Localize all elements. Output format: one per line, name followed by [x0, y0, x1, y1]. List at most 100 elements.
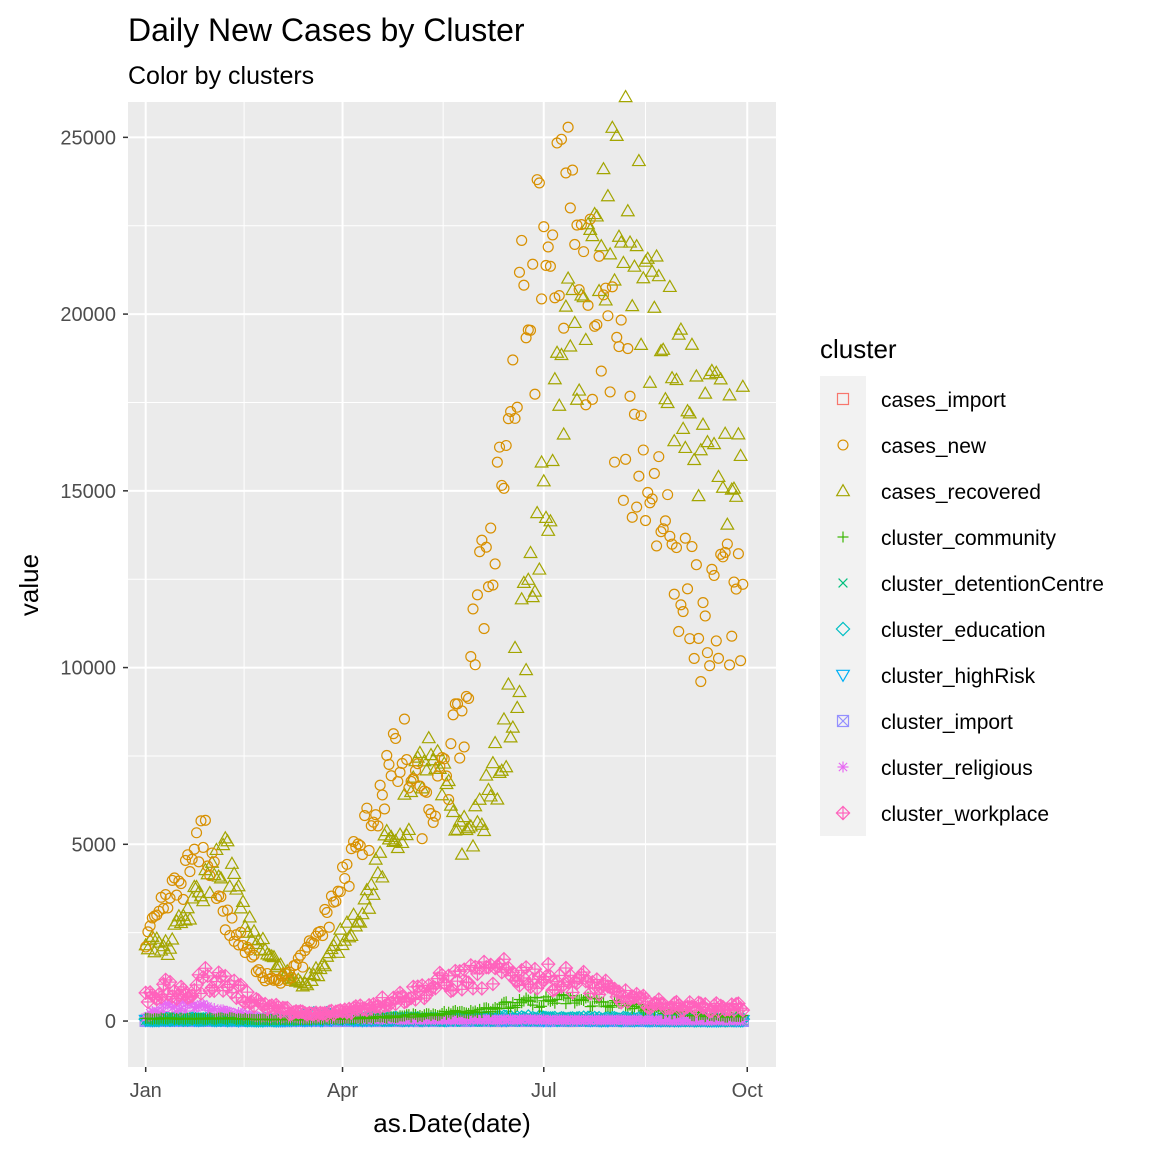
point-cases_new: [604, 386, 616, 398]
point-cases_recovered: [421, 730, 437, 744]
point-cases_new: [555, 133, 568, 145]
point-cases_new: [547, 229, 559, 241]
point-cases_new: [191, 827, 203, 839]
legend-label-cluster_import: cluster_import: [881, 711, 1013, 734]
point-cluster_community: [392, 1011, 404, 1023]
x-tick-label: Oct: [732, 1080, 764, 1102]
point-cases_recovered: [268, 959, 284, 973]
point-cases_new: [558, 322, 570, 334]
point-cases_recovered: [206, 867, 222, 881]
point-cases_new: [701, 647, 713, 659]
point-cases_recovered: [686, 452, 702, 466]
point-cases_new: [631, 501, 643, 513]
point-cases_new: [609, 456, 621, 468]
point-cases_new: [704, 660, 716, 672]
point-cases_recovered: [211, 868, 227, 882]
x-tick-label: Jan: [130, 1080, 162, 1102]
point-cases_new: [443, 794, 455, 806]
point-cases_recovered: [297, 975, 313, 989]
point-cases_recovered: [622, 234, 638, 248]
point-cases_recovered: [242, 909, 258, 923]
point-cases_new: [732, 548, 744, 560]
point-cases_recovered: [735, 379, 751, 392]
point-cases_recovered: [317, 958, 333, 972]
point-cases_recovered: [576, 289, 591, 303]
point-cases_recovered: [350, 913, 366, 927]
x-tick-label: Jul: [531, 1080, 557, 1102]
point-cases_new: [712, 652, 725, 664]
point-cases_recovered: [397, 786, 412, 800]
point-cases_new: [179, 854, 192, 866]
point-cases_recovered: [489, 791, 505, 805]
point-cases_new: [493, 441, 506, 453]
point-cases_new: [463, 692, 475, 704]
point-cases_new: [670, 542, 683, 554]
point-cases_recovered: [520, 572, 536, 585]
point-cases_new: [429, 810, 441, 822]
point-cluster_workplace: [197, 960, 213, 976]
y-tick-label: 15000: [60, 481, 116, 503]
point-cases_new: [628, 408, 641, 420]
point-cases_new: [502, 413, 514, 425]
point-cases_new: [144, 920, 156, 932]
point-cases_recovered: [613, 234, 629, 248]
point-cases_new: [208, 856, 220, 868]
point-cases_new: [460, 690, 472, 702]
point-cases_new: [655, 526, 667, 538]
point-cases_new: [573, 284, 585, 296]
point-cases_new: [235, 926, 247, 938]
point-cases_recovered: [558, 298, 574, 312]
point-cases_new: [513, 266, 526, 278]
point-cases_recovered: [704, 363, 720, 376]
point-cases_recovered: [653, 343, 669, 357]
plot-panel: [128, 102, 776, 1067]
legend-key-cases_import: [836, 392, 850, 406]
point-cases_recovered: [344, 928, 359, 941]
legend-key-cluster_religious: [837, 761, 849, 773]
point-cases_recovered: [560, 270, 576, 284]
point-cases_new: [401, 754, 413, 766]
point-cases_recovered: [487, 735, 503, 749]
point-cases_new: [710, 635, 722, 647]
point-cases_new: [440, 770, 453, 782]
point-cases_recovered: [483, 788, 499, 802]
point-cluster_community: [416, 1011, 428, 1023]
point-cases_new: [250, 966, 262, 978]
point-cases_recovered: [602, 246, 618, 260]
point-cases_recovered: [695, 417, 711, 430]
point-cases_recovered: [264, 948, 280, 962]
point-cases_recovered: [425, 752, 441, 766]
point-cases_new: [140, 941, 152, 953]
point-cases_recovered: [366, 887, 381, 900]
point-cases_new: [173, 875, 185, 887]
point-cases_recovered: [640, 251, 656, 264]
point-cases_recovered: [509, 700, 525, 714]
point-cluster_community: [407, 1008, 419, 1020]
point-cases_recovered: [691, 488, 706, 502]
point-cases_new: [175, 878, 187, 890]
chart-subtitle: Color by clusters: [128, 62, 314, 90]
point-cases_new: [186, 853, 198, 865]
point-cases_recovered: [611, 229, 627, 242]
point-cases_new: [686, 540, 698, 553]
legend-key-cluster_import: [836, 714, 850, 728]
point-cases_recovered: [693, 442, 709, 456]
point-cases_recovered: [160, 947, 176, 960]
point-cases_recovered: [724, 481, 740, 495]
point-cases_recovered: [618, 89, 633, 103]
point-cluster_community: [536, 1000, 548, 1012]
point-cases_new: [489, 558, 501, 570]
point-cases_recovered: [627, 258, 642, 272]
point-cluster_community: [463, 1007, 475, 1019]
y-tick-label: 10000: [60, 658, 116, 680]
point-cluster_community: [500, 996, 512, 1008]
point-cases_new: [215, 891, 227, 903]
point-cases_new: [372, 820, 384, 832]
point-cases_new: [376, 789, 388, 801]
point-cases_new: [334, 886, 346, 898]
point-cases_new: [615, 314, 627, 326]
point-cases_new: [553, 289, 565, 302]
point-cases_recovered: [144, 929, 160, 942]
point-cases_new: [319, 903, 331, 916]
point-cases_new: [589, 320, 601, 332]
